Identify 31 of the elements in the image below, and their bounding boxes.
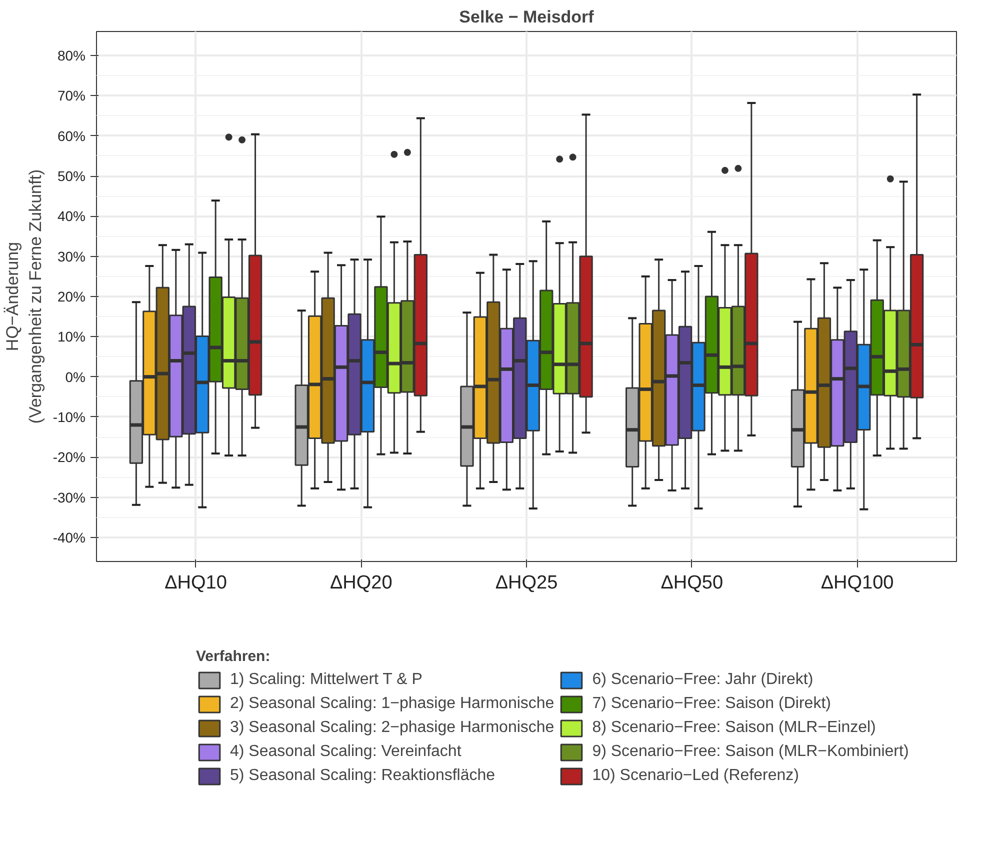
x-tick-label: ΔHQ50 <box>660 572 724 594</box>
legend-label: 4) Seasonal Scaling: Vereinfacht <box>230 743 462 761</box>
legend-title: Verfahren: <box>196 648 272 665</box>
y-tick-label: 40% <box>57 208 86 224</box>
y-tick-label: 50% <box>57 168 86 184</box>
y-tick-label: -40% <box>52 529 86 546</box>
x-tick-label: ΔHQ20 <box>330 572 392 594</box>
x-tick-label: ΔHQ100 <box>820 572 894 594</box>
legend-label: 8) Scenario−Free: Saison (MLR−Einzel) <box>592 719 876 737</box>
legend-label: 2) Seasonal Scaling: 1−phasige Harmonische <box>230 695 554 713</box>
x-tick-label: ΔHQ10 <box>164 572 227 594</box>
x-tick-label: ΔHQ25 <box>495 572 558 594</box>
legend-label: 9) Scenario−Free: Saison (MLR−Kombiniert) <box>592 743 909 761</box>
y-tick-label: -10% <box>52 408 86 425</box>
y-tick-label: 60% <box>57 128 86 144</box>
legend-label: 1) Scaling: Mittelwert T & P <box>230 671 422 689</box>
y-tick-label: 80% <box>57 48 86 64</box>
y-tick-label: 70% <box>57 88 86 104</box>
legend-label: 10) Scenario−Led (Referenz) <box>592 767 799 785</box>
y-axis-title: HQ−Änderung (Vergangenheit zu Ferne Zukunft) <box>3 169 45 424</box>
y-tick-label: -20% <box>52 449 86 466</box>
legend-label: 6) Scenario−Free: Jahr (Direkt) <box>592 671 814 689</box>
legend-label: 5) Seasonal Scaling: Reaktionsfläche <box>230 767 496 785</box>
y-tick-label: 0% <box>65 368 86 385</box>
legend-label: 7) Scenario−Free: Saison (Direkt) <box>592 695 831 713</box>
y-tick-label: -30% <box>52 489 86 506</box>
chart-title: Selke − Meisdorf <box>459 8 594 26</box>
y-tick-label: 20% <box>57 288 86 304</box>
y-tick-label: 30% <box>57 248 86 264</box>
y-tick-label: 10% <box>57 328 86 345</box>
legend-label: 3) Seasonal Scaling: 2−phasige Harmonische <box>230 719 554 737</box>
